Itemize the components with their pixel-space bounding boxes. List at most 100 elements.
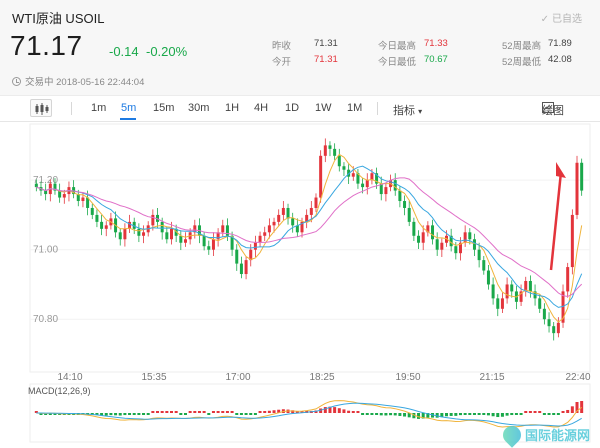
candle-body (300, 221, 304, 233)
price-chart-area[interactable]: 71.20 71.00 70.80 14:10 15:35 17:00 18:25 19:50… (0, 122, 600, 448)
candle-body (225, 225, 229, 236)
period-1d[interactable]: 1D (285, 102, 300, 114)
macd-histogram-bar (505, 413, 509, 416)
candle-body (314, 197, 318, 208)
macd-histogram-bar (170, 411, 173, 413)
candle-body (253, 242, 257, 250)
candle-body (337, 155, 341, 167)
macd-histogram-bar (556, 413, 560, 415)
candle-body (305, 214, 309, 222)
macd-histogram-bar (328, 406, 332, 413)
macd-histogram-bar (193, 411, 197, 413)
macd-histogram-bar (323, 407, 327, 413)
candle-body (267, 225, 271, 233)
macd-histogram-bar (337, 408, 341, 413)
stat-value: 71.31 (314, 54, 338, 65)
candle-body (552, 326, 556, 334)
indicators-menu[interactable]: 指标 ▾ (393, 102, 422, 118)
macd-histogram-bar (412, 413, 416, 419)
candle-body (412, 221, 416, 236)
candle-body (221, 225, 225, 233)
candle-body (570, 214, 574, 268)
macd-histogram-bar (95, 413, 99, 416)
stat-day-low: 今日最低 70.67 (378, 54, 448, 68)
macd-histogram-bar (132, 413, 136, 415)
chart-type-button[interactable] (30, 99, 52, 117)
caret-down-icon: ▾ (418, 107, 423, 116)
candle-body (239, 263, 243, 275)
period-1h[interactable]: 1H (225, 102, 240, 114)
candle-body (431, 225, 435, 240)
macd-histogram-bar (221, 411, 225, 413)
last-price: 71.17 (10, 30, 83, 61)
macd-histogram-bar (225, 411, 229, 413)
stat-prev-close: 昨收 71.31 (272, 38, 338, 52)
period-1m[interactable]: 1m (91, 102, 107, 114)
x-tick-label: 21:15 (479, 372, 504, 383)
candle-body (174, 228, 178, 236)
candle-body (486, 270, 490, 285)
candle-body (356, 173, 360, 184)
macd-histogram-bar (258, 411, 262, 413)
macd-histogram-bar (538, 411, 542, 413)
macd-histogram-bar (160, 411, 164, 413)
macd-histogram-bar (267, 410, 271, 413)
macd-histogram-bar (300, 411, 304, 413)
candle-body (580, 162, 584, 191)
macd-histogram-bar (496, 413, 500, 418)
period-30m[interactable]: 30m (188, 102, 210, 114)
period-15m[interactable]: 15m (153, 102, 175, 114)
stat-value: 71.33 (424, 38, 448, 49)
macd-histogram-bar (524, 411, 528, 413)
candle-body (137, 228, 141, 236)
candle-body (351, 173, 355, 177)
draw-button[interactable]: 绘图 (542, 102, 564, 118)
check-icon: ✓ (540, 14, 549, 25)
watermark-text: 国际能源网 (524, 428, 590, 443)
candle-body (407, 207, 411, 222)
candlestick-icon (35, 103, 49, 115)
macd-histogram-bar (314, 410, 318, 413)
macd-histogram-bar (118, 413, 122, 416)
candle-body (216, 232, 220, 240)
candle-body (86, 197, 90, 208)
candle-body (309, 207, 313, 215)
period-1mo[interactable]: 1M (347, 102, 363, 114)
candle-body (272, 221, 276, 226)
macd-histogram-bar (263, 411, 267, 413)
candle-body (561, 291, 565, 323)
macd-histogram-bar (211, 411, 215, 413)
candle-body (142, 232, 146, 236)
watchlist-toggle[interactable]: ✓ 已自选 (541, 10, 582, 25)
macd-dif-line (36, 400, 583, 428)
y-tick-label: 71.20 (33, 175, 58, 186)
macd-histogram-bar (426, 413, 430, 418)
macd-histogram-bar (188, 411, 192, 413)
candle-body (538, 298, 542, 309)
macd-histogram-bar (552, 413, 556, 415)
candle-body (566, 267, 570, 292)
macd-histogram-bar (458, 413, 462, 416)
candle-body (500, 298, 504, 309)
candle-body (496, 298, 500, 309)
stat-label: 52周最低 (502, 57, 542, 68)
candle-body (510, 284, 514, 292)
candle-body (207, 246, 211, 250)
macd-histogram-bar (104, 413, 108, 416)
candle-body (58, 190, 62, 198)
period-5m[interactable]: 5m (121, 102, 137, 114)
macd-histogram-bar (114, 413, 118, 416)
stat-label: 52周最高 (502, 41, 542, 52)
macd-histogram-bar (179, 413, 183, 415)
macd-histogram-bar (123, 413, 127, 416)
period-1w[interactable]: 1W (315, 102, 332, 114)
stat-label: 今日最低 (378, 57, 417, 68)
period-4h[interactable]: 4H (254, 102, 269, 114)
macd-histogram-bar (542, 413, 546, 415)
watermark-logo: 国际能源网 (499, 422, 590, 448)
macd-histogram-bar (384, 413, 388, 416)
candle-body (281, 207, 285, 215)
macd-histogram-bar (449, 413, 453, 416)
stat-value: 71.31 (314, 38, 338, 49)
candle-body (244, 260, 248, 275)
